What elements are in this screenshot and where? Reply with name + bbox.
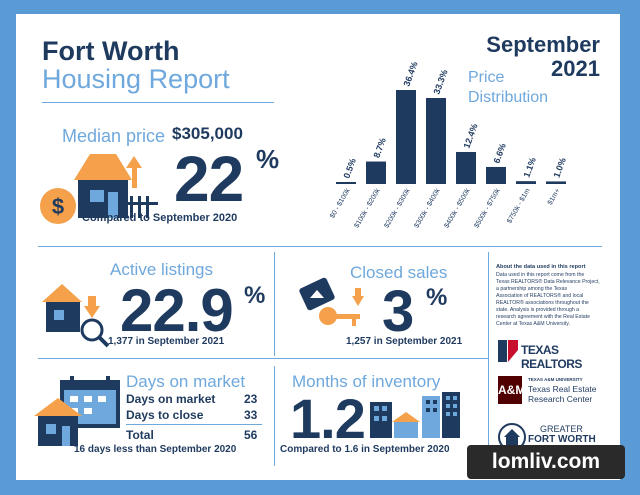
months-of-inventory-label: Months of inventory: [292, 372, 441, 391]
bottom-vertical-divider: [274, 366, 275, 466]
price-bar-label-1: 8.7%: [371, 137, 387, 160]
watermark: lomliv.com: [467, 445, 625, 479]
price-bar-category-4: $400k - $500k: [443, 187, 471, 229]
key-tag-icon: [299, 277, 364, 326]
price-bar-6: [516, 181, 536, 184]
price-bar-category-7: $1m+: [547, 188, 562, 207]
active-listings-label: Active listings: [110, 260, 213, 279]
closed-sales-label: Closed sales: [350, 263, 448, 282]
median-price-value: $305,000: [172, 124, 243, 143]
about-line-1: Data used in this report come from the: [496, 271, 585, 278]
chart-title-line2: Distribution: [468, 89, 548, 106]
active-listings-caption: 1,377 in September 2021: [108, 336, 225, 347]
bottom-section-divider: [38, 358, 488, 359]
infographic-card: Fort Worth Housing Report September 2021…: [16, 14, 620, 480]
price-distribution-chart: Price Distribution 0.5% $0 - $100k 8.7% $10…: [329, 60, 568, 229]
tamu-university-text: TEXAS A&M UNIVERSITY: [528, 377, 583, 382]
buildings-icon: [370, 392, 460, 438]
months-of-inventory-caption: Compared to 1.6 in September 2020: [280, 444, 450, 455]
median-price-pct-sign: %: [256, 144, 280, 174]
tamu-mark-icon: A&M: [498, 376, 525, 404]
price-bar-label-6: 1.1%: [521, 156, 537, 179]
price-bar-label-7: 1.0%: [551, 156, 567, 179]
tamu-logo: A&M TEXAS A&M UNIVERSITY Texas Real Esta…: [498, 376, 618, 410]
house-money-icon: $: [40, 154, 158, 224]
svg-text:$: $: [52, 194, 64, 219]
days-on-market-row-value: 23: [244, 392, 258, 406]
tamu-center-line1: Texas Real Estate: [528, 384, 597, 394]
median-price-caption: Compared to September 2020: [82, 212, 238, 224]
price-bar-category-5: $500k - $750k: [473, 187, 501, 229]
days-total-divider: [126, 424, 262, 425]
report-title-city: Fort Worth: [42, 36, 180, 66]
gfw-text-line1: GREATER: [540, 424, 583, 434]
house-search-icon: [42, 284, 110, 348]
median-price-change: 22: [174, 143, 244, 215]
price-bar-category-3: $300k - $400k: [413, 187, 441, 229]
about-data-text: About the data used in this report Data …: [496, 264, 606, 328]
price-bar-4: [456, 151, 476, 184]
days-total-label: Total: [126, 428, 154, 442]
report-title-subtitle: Housing Report: [42, 64, 230, 94]
texas-realtors-logo: TEXAS REALTORS: [498, 338, 608, 371]
price-bar-label-2: 36.4%: [401, 60, 419, 87]
about-data-title: About the data used in this report: [496, 264, 586, 270]
about-line-3: a partnership among the Texas: [496, 285, 568, 292]
texas-realtors-text: TEXAS REALTORS: [521, 343, 582, 371]
days-on-market-label: Days on market: [126, 372, 246, 391]
tamu-center-line2: Research Center: [528, 394, 593, 404]
price-bar-2: [396, 90, 416, 184]
price-bar-0: [336, 182, 356, 184]
active-listings-change: 22.9: [120, 277, 234, 344]
active-listings-pct-sign: %: [244, 282, 266, 309]
top-section-divider: [38, 246, 602, 247]
price-bar-1: [366, 161, 386, 184]
closed-sales-change: 3: [382, 279, 414, 344]
price-bar-label-0: 0.5%: [341, 157, 357, 180]
days-to-close-row-value: 33: [244, 408, 258, 422]
price-bar-label-4: 12.4%: [461, 122, 479, 149]
days-total-value: 56: [244, 428, 258, 442]
price-bar-category-0: $0 - $100k: [329, 187, 352, 220]
about-line-5: REALTOR® associations throughout the: [496, 299, 589, 306]
right-column-divider: [488, 252, 489, 468]
report-year: 2021: [551, 56, 600, 81]
about-line-8: Center at Texas A&M University.: [496, 320, 570, 327]
months-of-inventory-value: 1.2: [290, 387, 366, 450]
price-bar-category-6: $750k - $1m: [506, 187, 532, 224]
price-bar-category-2: $200k - $300k: [383, 187, 411, 229]
about-line-7: research agreement with the Real Estate: [496, 313, 591, 320]
gfw-text-line2: FORT WORTH: [528, 434, 596, 445]
price-bar-category-1: $100k - $200k: [353, 187, 381, 229]
price-bar-3: [426, 98, 446, 184]
closed-sales-pct-sign: %: [426, 284, 448, 311]
title-divider: [42, 102, 274, 103]
price-bar-label-5: 6.6%: [491, 142, 507, 165]
about-line-4: Association of REALTORS® and local: [496, 292, 584, 299]
days-to-close-row-label: Days to close: [126, 408, 204, 422]
chart-title-line1: Price: [468, 69, 505, 86]
price-bar-7: [546, 181, 566, 184]
days-on-market-row-label: Days on market: [126, 392, 216, 406]
price-bar-label-3: 33.3%: [431, 68, 449, 95]
middle-vertical-divider: [274, 252, 275, 356]
price-bar-5: [486, 166, 506, 184]
about-line-6: state. Analysis is provided through a: [496, 306, 580, 313]
about-line-2: Texas REALTORS® Data Relevance Project,: [496, 278, 600, 285]
texas-realtors-mark-icon: [498, 340, 518, 362]
closed-sales-caption: 1,257 in September 2021: [346, 336, 463, 347]
calendar-house-icon: [34, 376, 120, 446]
report-month: September: [486, 32, 600, 57]
days-caption: 16 days less than September 2020: [74, 444, 237, 455]
median-price-label: Median price: [62, 126, 166, 146]
